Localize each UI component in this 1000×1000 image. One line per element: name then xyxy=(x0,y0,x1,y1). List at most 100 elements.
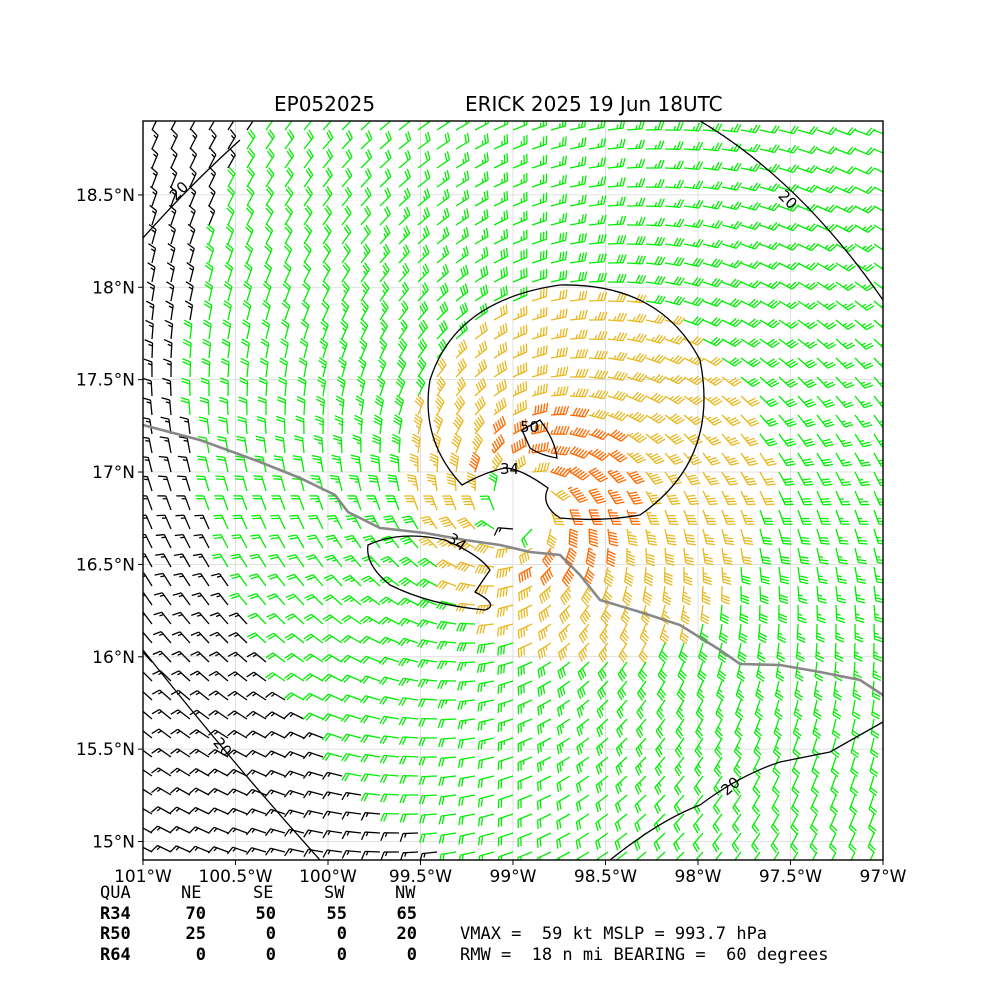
wind-barb xyxy=(683,180,704,190)
wind-barb xyxy=(556,699,571,717)
wind-barb xyxy=(477,699,495,712)
wind-barb xyxy=(170,728,191,739)
wind-barb xyxy=(579,604,591,625)
wind-barb xyxy=(359,695,381,704)
wind-barb xyxy=(417,698,438,708)
wind-barb xyxy=(266,612,286,625)
wind-barb xyxy=(569,271,588,283)
wind-barb xyxy=(417,207,431,226)
wind-barb xyxy=(518,566,533,583)
wind-barb xyxy=(265,632,286,644)
wind-barb xyxy=(273,455,286,473)
wind-barb xyxy=(538,604,552,623)
wind-barb xyxy=(634,813,647,833)
y-tick-label: 15°N xyxy=(92,833,135,853)
table-header-sw: SW xyxy=(324,883,345,903)
wind-barb xyxy=(474,396,486,416)
wind-barb xyxy=(550,250,568,264)
wind-barb xyxy=(262,299,271,321)
wind-barb xyxy=(321,673,343,683)
wind-barb xyxy=(223,281,233,302)
wind-barb xyxy=(626,371,648,383)
wind-barb xyxy=(284,848,305,857)
wind-barb xyxy=(245,749,267,758)
wind-barb xyxy=(423,495,438,511)
wind-barb xyxy=(189,670,210,682)
wind-barb xyxy=(497,832,514,847)
wind-barb xyxy=(417,131,431,150)
wind-barb xyxy=(455,302,469,321)
wind-barb xyxy=(417,658,438,668)
wind-barb xyxy=(645,412,666,424)
wind-barb xyxy=(607,158,626,169)
wind-barb xyxy=(436,301,449,321)
wind-barb xyxy=(152,650,172,663)
wind-barb xyxy=(245,808,267,816)
wind-barb xyxy=(322,614,343,625)
wind-barb xyxy=(264,750,286,758)
wind-barb xyxy=(398,556,419,568)
wind-barb xyxy=(360,831,381,841)
wind-barb xyxy=(550,425,570,435)
wind-barb xyxy=(663,566,673,586)
wind-barb xyxy=(455,170,470,188)
wind-barb xyxy=(550,308,568,321)
wind-barb xyxy=(458,813,476,826)
wind-barb xyxy=(343,554,362,568)
wind-barb xyxy=(284,167,294,188)
wind-barb xyxy=(359,337,368,359)
wind-barb xyxy=(517,699,533,715)
wind-barb xyxy=(283,711,305,720)
wind-barb xyxy=(385,495,400,511)
wind-barb xyxy=(626,470,645,485)
wind-barb xyxy=(569,121,587,131)
wind-barb xyxy=(536,813,552,830)
wind-barb xyxy=(550,366,569,378)
wind-barb xyxy=(569,368,589,378)
wind-barb xyxy=(588,331,608,341)
wind-barb xyxy=(379,168,392,188)
wind-barb xyxy=(588,272,608,283)
wind-barb xyxy=(607,370,628,381)
wind-barb xyxy=(340,694,362,703)
wind-barb xyxy=(360,299,369,321)
wind-barb xyxy=(537,642,552,660)
wind-barb xyxy=(264,223,274,245)
wind-barb xyxy=(323,574,343,587)
wind-barb xyxy=(398,150,412,169)
wind-barb xyxy=(531,326,548,340)
wind-barb xyxy=(322,810,343,819)
wind-barb xyxy=(191,611,210,625)
wind-barb xyxy=(588,214,607,226)
wind-barb xyxy=(285,593,305,606)
wind-barb xyxy=(379,121,392,131)
wind-barb xyxy=(287,534,305,549)
wind-barb xyxy=(619,623,630,645)
wind-barb xyxy=(575,794,590,812)
wind-barb xyxy=(277,396,287,416)
wind-barb xyxy=(239,377,249,397)
wind-barb xyxy=(537,623,552,641)
wind-barb xyxy=(598,642,609,663)
wind-barb xyxy=(246,185,255,207)
wind-barb xyxy=(493,341,508,359)
wind-barb xyxy=(457,680,476,691)
wind-barb xyxy=(512,324,528,340)
wind-barb xyxy=(607,390,629,402)
wind-barb xyxy=(188,787,210,796)
wind-barb xyxy=(588,234,607,245)
wind-barb xyxy=(556,813,571,830)
wind-barb xyxy=(417,169,431,188)
wind-barb xyxy=(378,636,400,646)
table-cell-r50-sw: 0 xyxy=(337,924,347,944)
wind-barb xyxy=(537,680,552,697)
wind-radii-table: QUA NE SE SW NW R34 70 50 55 65 R50 25 0… xyxy=(100,883,417,965)
wind-barb xyxy=(476,642,495,654)
wind-barb xyxy=(473,414,485,435)
wind-barb xyxy=(418,775,438,785)
wind-barb xyxy=(150,825,172,834)
wind-barb xyxy=(417,225,430,245)
wind-barb xyxy=(607,429,629,442)
wind-barb xyxy=(417,678,438,688)
wind-barb xyxy=(607,449,628,463)
